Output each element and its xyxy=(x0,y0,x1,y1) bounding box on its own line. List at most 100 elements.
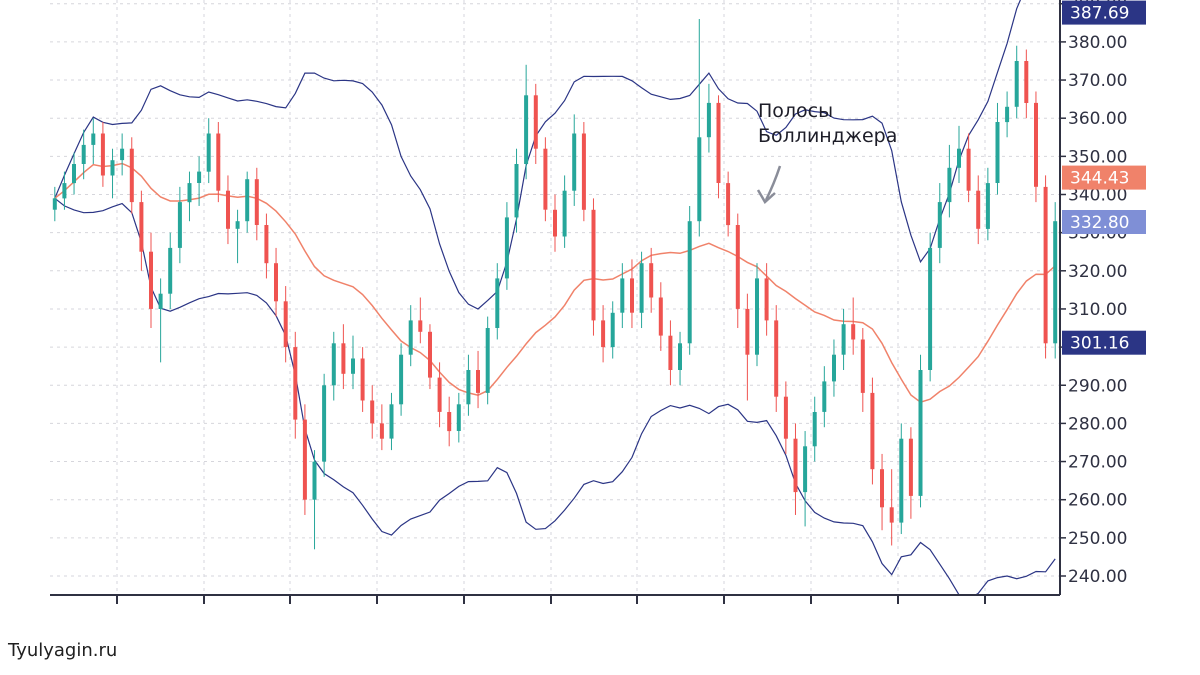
price-tags: 387.69 344.43 332.80 301.16 xyxy=(1062,0,1146,355)
candle xyxy=(360,347,365,412)
candle xyxy=(428,324,432,390)
candle-body xyxy=(341,343,346,374)
candle xyxy=(399,343,404,416)
candle-body xyxy=(572,133,577,191)
candle xyxy=(716,95,721,199)
annotation-line-1: Полосы xyxy=(758,100,833,122)
candle xyxy=(187,171,192,222)
candle xyxy=(543,137,548,222)
candle xyxy=(601,305,606,363)
candle xyxy=(581,122,586,222)
arrowhead-icon xyxy=(756,189,776,204)
price-tag-label: 387.69 xyxy=(1070,4,1129,24)
candle-body xyxy=(110,160,115,176)
candle-body xyxy=(1053,221,1058,344)
candle-body xyxy=(264,225,269,264)
candle-body xyxy=(283,301,288,348)
candle-body xyxy=(408,320,413,355)
candle-body xyxy=(187,183,192,203)
candle xyxy=(447,396,452,447)
candle-body xyxy=(129,148,134,203)
candle-body xyxy=(783,396,788,439)
candle xyxy=(889,469,894,546)
candle xyxy=(1053,202,1058,359)
candle-body xyxy=(52,198,57,210)
candle xyxy=(456,392,461,443)
candle xyxy=(1005,91,1010,138)
candle-body xyxy=(745,308,750,355)
candle xyxy=(533,83,538,164)
candle xyxy=(860,328,865,412)
candle xyxy=(572,114,577,206)
candle xyxy=(735,213,740,329)
candle-body xyxy=(504,217,509,279)
candle-body xyxy=(389,404,394,439)
y-tick-label: 380.00 xyxy=(1068,33,1127,53)
candle xyxy=(389,392,394,451)
y-tick-label: 240.00 xyxy=(1068,567,1127,587)
axes xyxy=(50,0,1066,604)
upper-band-line xyxy=(54,0,1022,310)
candle-body xyxy=(630,278,634,313)
candle xyxy=(957,125,961,184)
candle-body xyxy=(928,247,933,370)
annotation-line-2: Боллинджера xyxy=(758,125,897,147)
candle-body xyxy=(197,171,202,183)
candle xyxy=(495,263,500,340)
candle xyxy=(908,427,913,519)
y-tick-label: 270.00 xyxy=(1068,453,1127,473)
candle xyxy=(649,247,654,313)
candle xyxy=(1014,45,1019,119)
y-tick-label: 280.00 xyxy=(1068,414,1127,434)
candle xyxy=(947,144,952,218)
candle-body xyxy=(476,370,480,393)
candle xyxy=(658,282,663,351)
candle xyxy=(1034,91,1038,203)
candle xyxy=(149,232,153,329)
candle-body xyxy=(668,335,673,370)
candle xyxy=(745,293,750,401)
candle-body xyxy=(947,167,952,203)
candle-body xyxy=(514,164,519,218)
candle-body xyxy=(322,385,327,462)
candle-body xyxy=(822,381,827,412)
candle-body xyxy=(957,148,961,168)
candle-body xyxy=(206,133,211,172)
candle-body xyxy=(81,144,86,164)
candle-body xyxy=(331,343,336,386)
candle xyxy=(120,133,125,176)
y-tick-label: 320.00 xyxy=(1068,262,1127,282)
price-tag: 387.69 xyxy=(1062,0,1146,25)
candle-body xyxy=(418,320,423,332)
candle-body xyxy=(495,278,500,328)
candle xyxy=(129,137,134,214)
candle xyxy=(341,324,346,390)
candle-body xyxy=(428,331,432,378)
candle xyxy=(1043,175,1048,359)
price-tag-box xyxy=(1062,0,1146,25)
candle xyxy=(793,423,798,515)
candle xyxy=(418,297,423,344)
candle-body xyxy=(832,354,836,382)
price-tag: 344.43 xyxy=(1062,165,1146,190)
candle xyxy=(610,301,615,359)
y-tick-label: 360.00 xyxy=(1068,109,1127,129)
candle xyxy=(928,232,933,382)
candle-body xyxy=(1005,106,1010,123)
candle-body xyxy=(937,202,942,248)
candle-body xyxy=(177,202,182,248)
candle-body xyxy=(1014,61,1019,107)
candle xyxy=(687,205,692,355)
candle xyxy=(553,194,557,252)
candle-body xyxy=(976,190,981,229)
candle-body xyxy=(62,183,67,199)
y-tick-label: 260.00 xyxy=(1068,491,1127,511)
candle xyxy=(880,453,884,531)
candle xyxy=(100,122,105,187)
candle-body xyxy=(245,179,250,222)
candle-body xyxy=(447,412,452,432)
candle xyxy=(706,83,711,153)
candle xyxy=(976,175,981,245)
candle-body xyxy=(841,324,846,355)
candle-body xyxy=(764,278,769,321)
